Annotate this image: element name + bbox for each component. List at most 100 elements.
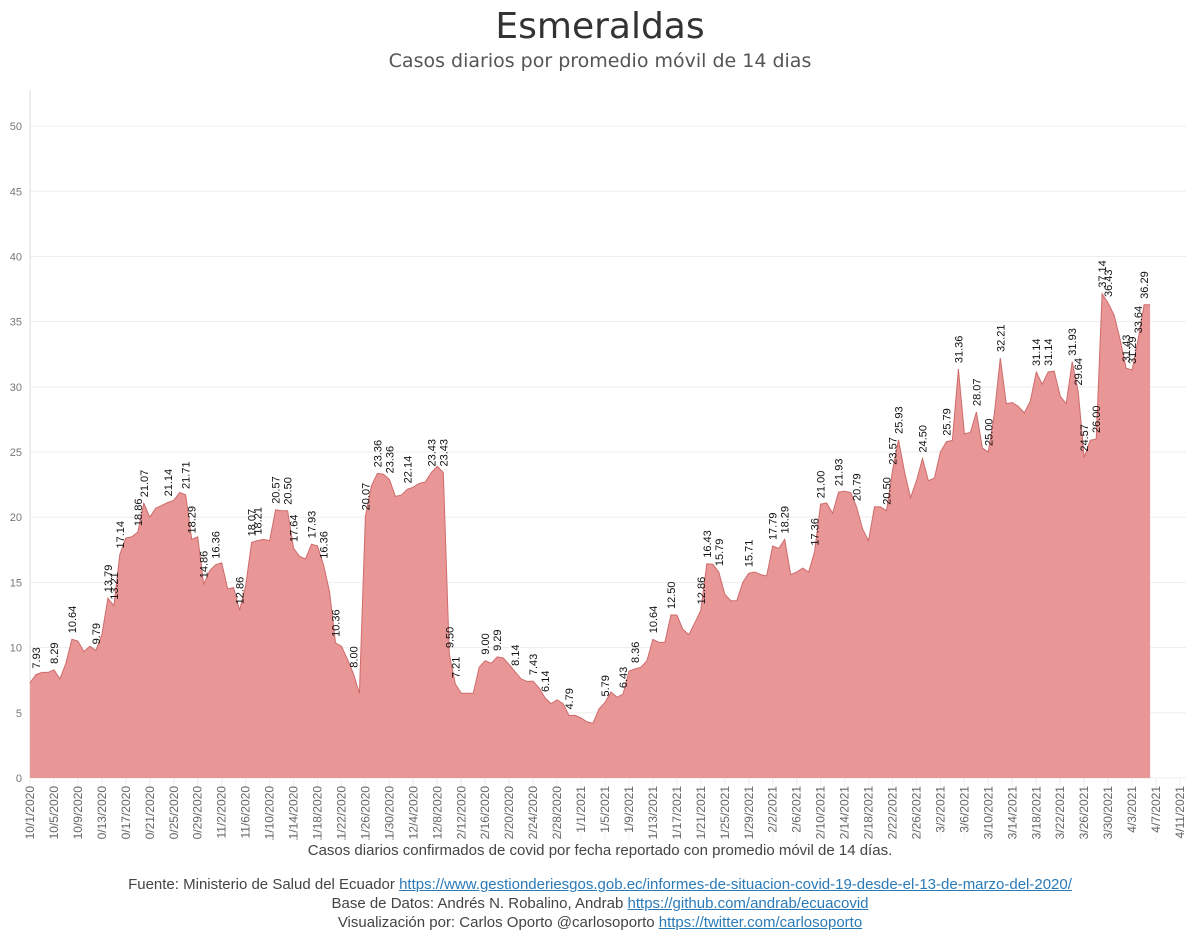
x-tick-label: 3/6/2021 (957, 786, 971, 833)
data-label: 7.43 (528, 654, 540, 675)
data-label: 5.79 (600, 675, 612, 696)
data-label: 18.07 (247, 509, 259, 537)
x-tick-label: 12/20/2020 (502, 786, 516, 840)
data-label: 17.93 (307, 511, 319, 539)
series-area-fill (30, 293, 1151, 778)
data-label: 25.93 (893, 406, 905, 434)
data-label: 16.36 (211, 531, 223, 559)
x-tick-label: 10/9/2020 (71, 786, 85, 840)
visualization-label: Visualización por: Carlos Oporto @carlos… (337, 914, 655, 931)
x-tick-label: 12/12/2020 (454, 786, 468, 840)
database-line: Base de Datos: Andrés N. Robalino, Andra… (0, 894, 1200, 913)
data-label: 36.29 (1139, 271, 1151, 299)
y-tick-label: 20 (10, 512, 22, 524)
data-label: 32.21 (995, 324, 1007, 352)
data-label: 12.86 (235, 577, 247, 605)
data-label: 29.64 (1073, 358, 1085, 386)
data-label: 23.43 (426, 439, 438, 467)
series-area-line (29, 292, 1151, 724)
data-label: 17.64 (289, 514, 301, 542)
data-label: 16.43 (702, 530, 714, 558)
source-label: Fuente: Ministerio de Salud del Ecuador (128, 876, 395, 893)
x-tick-label: 11/14/2020 (287, 786, 301, 840)
x-tick-label: 2/14/2021 (838, 786, 852, 840)
x-tick-label: 11/6/2020 (239, 786, 253, 839)
x-tick-label: 12/16/2020 (478, 786, 492, 840)
x-tick-label: 1/13/2021 (646, 786, 660, 840)
data-label: 33.64 (1133, 306, 1145, 334)
data-label: 10.64 (67, 606, 79, 634)
data-label: 23.36 (384, 446, 396, 474)
x-tick-label: 2/26/2021 (909, 786, 923, 840)
data-label: 36.43 (1103, 269, 1115, 297)
data-label: 20.50 (283, 477, 295, 505)
data-label: 25.00 (983, 419, 995, 447)
data-label: 21.71 (181, 461, 193, 489)
x-tick-label: 10/29/2020 (191, 786, 205, 840)
x-tick-label: 4/3/2021 (1125, 786, 1139, 833)
y-axis: 0 5 10 15 20 25 30 35 40 45 50 (10, 90, 31, 785)
data-label: 21.00 (816, 471, 828, 499)
x-tick-label: 12/28/2020 (550, 786, 564, 840)
data-label: 25.79 (941, 408, 953, 436)
visualization-link[interactable]: https://twitter.com/carlosoporto (658, 914, 863, 931)
x-tick-label: 11/10/2020 (263, 786, 277, 840)
y-tick-label: 40 (10, 251, 22, 263)
data-label: 13.21 (109, 572, 121, 600)
y-tick-label: 15 (10, 577, 22, 589)
data-label: 23.57 (888, 437, 900, 465)
data-label: 18.86 (133, 499, 145, 527)
data-label: 17.36 (810, 518, 822, 546)
x-tick-label: 10/21/2020 (143, 786, 157, 840)
data-label: 23.36 (372, 440, 384, 468)
data-label: 31.93 (1067, 328, 1079, 356)
x-tick-label: 4/11/2021 (1173, 786, 1187, 839)
source-link[interactable]: https://www.gestionderiesgos.gob.ec/info… (399, 876, 1072, 893)
x-tick-label: 1/17/2021 (670, 786, 684, 840)
data-label: 31.43 (1121, 335, 1133, 363)
data-label: 14.86 (199, 551, 211, 579)
data-label: 37.14 (1097, 260, 1109, 288)
data-label: 24.57 (1079, 424, 1091, 452)
data-label: 15.71 (744, 540, 756, 568)
x-tick-label: 3/26/2021 (1077, 786, 1091, 840)
x-tick-label: 3/2/2021 (933, 786, 947, 833)
x-tick-label: 2/2/2021 (766, 786, 780, 833)
x-tick-label: 11/2/2020 (215, 786, 229, 839)
x-tick-label: 10/17/2020 (119, 786, 133, 840)
data-label: 21.14 (163, 469, 175, 497)
data-label: 31.29 (1127, 336, 1139, 364)
source-line: Fuente: Ministerio de Salud del Ecuador … (0, 875, 1200, 894)
x-tick-label: 1/5/2021 (598, 786, 612, 833)
x-tick-label: 1/9/2021 (622, 786, 636, 833)
data-label: 28.07 (971, 378, 983, 406)
data-label: 21.07 (139, 470, 151, 498)
x-tick-label: 4/7/2021 (1149, 786, 1163, 833)
chart-subtitle: Casos diarios por promedio móvil de 14 d… (388, 50, 812, 72)
x-tick-label: 10/1/2020 (23, 786, 37, 840)
y-tick-label: 30 (10, 382, 22, 394)
x-tick-label: 11/22/2020 (334, 786, 348, 840)
data-label: 12.50 (666, 581, 678, 609)
data-label: 8.00 (348, 646, 360, 667)
x-tick-label: 10/5/2020 (47, 786, 61, 840)
y-tick-label: 35 (10, 317, 22, 329)
data-label: 31.14 (1031, 338, 1043, 366)
data-label: 26.00 (1091, 405, 1103, 433)
x-axis: 10/1/2020 10/5/2020 10/9/2020 10/13/2020 10/… (23, 778, 1187, 840)
y-tick-label: 10 (10, 643, 22, 655)
x-tick-label: 3/18/2021 (1029, 786, 1043, 840)
data-label: 21.93 (834, 459, 846, 487)
y-tick-label: 0 (16, 773, 22, 785)
x-tick-label: 2/18/2021 (862, 786, 876, 840)
x-tick-label: 3/10/2021 (981, 786, 995, 840)
x-tick-label: 3/30/2021 (1101, 786, 1115, 840)
x-tick-label: 10/25/2020 (167, 786, 181, 840)
database-link[interactable]: https://github.com/andrab/ecuacovid (627, 895, 869, 912)
x-tick-label: 12/24/2020 (526, 786, 540, 840)
data-label: 20.79 (852, 473, 864, 501)
data-label: 17.14 (115, 521, 127, 549)
data-label: 24.50 (917, 425, 929, 453)
data-label: 18.29 (187, 506, 199, 534)
data-label: 31.14 (1043, 338, 1055, 366)
